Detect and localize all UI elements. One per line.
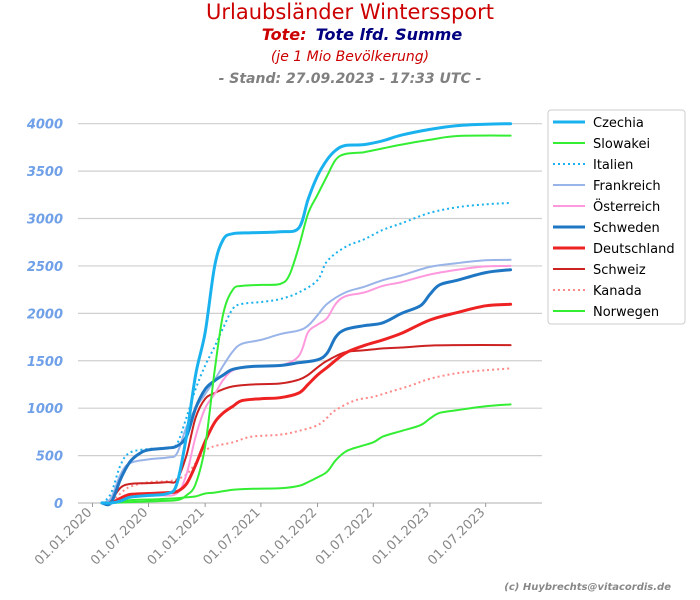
x-tick-label: 01.01.2022 [257,505,320,568]
legend-label: Slowakei [593,137,650,152]
series-line-9 [101,403,512,505]
x-tick-label: 01.07.2021 [200,505,263,568]
legend-label: Österreich [593,198,660,215]
subtitle-main: Tote lfd. Summe [316,25,463,44]
series-line-0 [100,122,513,505]
chart-subtitle-2: (je 1 Mio Bevölkerung) [271,49,429,65]
chart-subtitle: Tote: Tote lfd. Summe [262,25,463,44]
y-tick-label: 3500 [27,165,63,180]
series-line-2 [101,201,511,504]
x-axis: 01.01.202001.07.202001.01.202101.07.2021… [32,502,542,568]
x-tick-label: 01.01.2020 [32,505,95,568]
series-line-6 [100,302,513,505]
y-tick-label: 3000 [27,213,63,228]
legend-label: Schweiz [593,263,646,278]
chart-stand: - Stand: 27.09.2023 - 17:33 UTC - [219,71,482,87]
legend-label: Norwegen [593,305,659,320]
legend-box [547,109,686,325]
series-line-8 [101,367,511,505]
y-tick-label: 0 [54,497,63,512]
legend-label: Deutschland [593,242,675,257]
credit: (c) Huybrechts@vitacordis.de [504,582,671,593]
y-tick-label: 1000 [27,402,63,417]
y-tick-label: 2000 [27,307,63,322]
subtitle-prefix: Tote: [262,25,307,44]
y-axis: 0 500 1000 1500 2000 2500 3000 3500 4000 [26,118,63,512]
series-line-5 [100,268,513,507]
x-tick-label: 01.07.2023 [425,505,488,568]
series-line-7 [101,344,512,504]
x-tick-label: 01.07.2020 [88,505,151,568]
y-tick-label: 1500 [27,355,63,370]
y-grid [78,123,542,504]
series-line-3 [101,258,512,504]
legend: Czechia Slowakei Italien Frankreich Österrei… [547,109,686,325]
x-tick-label: 01.01.2023 [370,505,433,568]
x-tick-label: 01.01.2021 [145,505,208,568]
legend-label: Kanada [593,284,642,299]
chart-title: Urlaubsländer Winterssport [206,0,494,24]
legend-label: Italien [593,158,633,173]
legend-label: Czechia [593,116,644,131]
y-tick-label: 4000 [26,118,63,133]
y-tick-label: 500 [36,450,63,465]
x-tick-label: 01.07.2022 [313,505,376,568]
y-tick-label: 2500 [27,260,63,275]
legend-label: Schweden [593,221,660,236]
legend-label: Frankreich [593,179,661,194]
plot-lines [100,122,513,507]
series-line-1 [101,134,512,505]
